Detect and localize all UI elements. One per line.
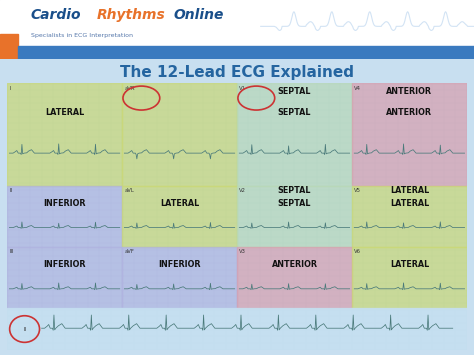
Text: LATERAL: LATERAL <box>390 198 429 208</box>
Bar <box>7 83 122 186</box>
Text: V1: V1 <box>239 86 246 91</box>
Bar <box>7 308 467 350</box>
Bar <box>352 83 467 186</box>
Bar <box>122 83 237 186</box>
Bar <box>352 247 467 308</box>
Text: aVR: aVR <box>124 86 135 91</box>
Bar <box>352 186 467 247</box>
Text: The 12-Lead ECG Explained: The 12-Lead ECG Explained <box>120 65 354 80</box>
Text: II: II <box>23 327 26 332</box>
Text: INFERIOR: INFERIOR <box>158 260 201 269</box>
Text: I: I <box>9 86 11 91</box>
Text: LATERAL: LATERAL <box>390 186 429 195</box>
Text: V4: V4 <box>354 86 361 91</box>
Text: V3: V3 <box>239 249 246 254</box>
Text: ANTERIOR: ANTERIOR <box>272 260 318 269</box>
Bar <box>122 186 237 247</box>
Bar <box>7 186 122 247</box>
Text: Rhythms: Rhythms <box>97 8 166 22</box>
Text: V6: V6 <box>354 249 361 254</box>
Text: SEPTAL: SEPTAL <box>278 108 311 117</box>
Text: ANTERIOR: ANTERIOR <box>386 87 432 96</box>
Text: SEPTAL: SEPTAL <box>278 87 311 96</box>
Text: III: III <box>9 249 14 254</box>
Text: SEPTAL: SEPTAL <box>278 198 311 208</box>
Bar <box>237 247 352 308</box>
Bar <box>7 247 122 308</box>
Text: INFERIOR: INFERIOR <box>43 260 86 269</box>
Bar <box>237 83 352 186</box>
Text: INFERIOR: INFERIOR <box>43 198 86 208</box>
Text: SEPTAL: SEPTAL <box>278 186 311 195</box>
Text: V5: V5 <box>354 188 361 193</box>
Text: LATERAL: LATERAL <box>45 108 84 117</box>
Text: II: II <box>9 188 12 193</box>
Text: Specialists in ECG Interpretation: Specialists in ECG Interpretation <box>31 33 133 38</box>
Text: ANTERIOR: ANTERIOR <box>386 108 432 117</box>
Text: aVL: aVL <box>124 188 134 193</box>
Bar <box>237 186 352 247</box>
Text: aVF: aVF <box>124 249 134 254</box>
Text: Cardio: Cardio <box>31 8 82 22</box>
Text: V2: V2 <box>239 188 246 193</box>
Text: LATERAL: LATERAL <box>160 198 199 208</box>
Bar <box>0 34 18 59</box>
Text: Online: Online <box>173 8 223 22</box>
Bar <box>18 46 474 59</box>
Bar <box>122 247 237 308</box>
Text: LATERAL: LATERAL <box>390 260 429 269</box>
